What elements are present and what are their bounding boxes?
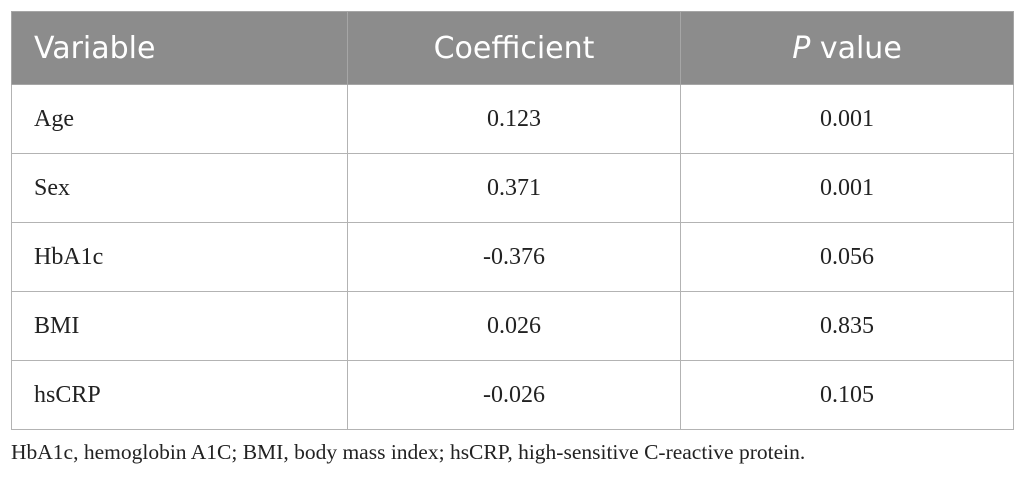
table-row: Age 0.123 0.001	[11, 84, 1014, 154]
cell-p-value: 0.056	[680, 222, 1014, 292]
table-row: hsCRP -0.026 0.105	[11, 360, 1014, 430]
cell-variable: hsCRP	[11, 360, 348, 430]
cell-coefficient: -0.376	[347, 222, 681, 292]
cell-p-value: 0.001	[680, 153, 1014, 223]
cell-variable: HbA1c	[11, 222, 348, 292]
cell-coefficient: 0.026	[347, 291, 681, 361]
header-row: Variable Coefficient P value	[11, 11, 1014, 85]
cell-coefficient: 0.123	[347, 84, 681, 154]
cell-coefficient: -0.026	[347, 360, 681, 430]
table-row: Sex 0.371 0.001	[11, 153, 1014, 223]
table-footnote: HbA1c, hemoglobin A1C; BMI, body mass in…	[11, 440, 806, 464]
regression-table-container: Variable Coefficient P value Age 0.123 0…	[11, 11, 1014, 430]
table-body: Age 0.123 0.001 Sex 0.371 0.001 HbA1c -0…	[11, 84, 1014, 430]
table-row: BMI 0.026 0.835	[11, 291, 1014, 361]
header-variable: Variable	[11, 11, 348, 85]
cell-variable: BMI	[11, 291, 348, 361]
header-p-rest: value	[810, 30, 902, 66]
cell-p-value: 0.001	[680, 84, 1014, 154]
cell-variable: Sex	[11, 153, 348, 223]
regression-table: Variable Coefficient P value Age 0.123 0…	[11, 11, 1014, 430]
cell-coefficient: 0.371	[347, 153, 681, 223]
table-row: HbA1c -0.376 0.056	[11, 222, 1014, 292]
header-coefficient: Coefficient	[347, 11, 681, 85]
header-p-letter: P	[792, 30, 811, 66]
header-p-value: P value	[680, 11, 1014, 85]
table-header: Variable Coefficient P value	[11, 11, 1014, 85]
cell-variable: Age	[11, 84, 348, 154]
cell-p-value: 0.105	[680, 360, 1014, 430]
cell-p-value: 0.835	[680, 291, 1014, 361]
